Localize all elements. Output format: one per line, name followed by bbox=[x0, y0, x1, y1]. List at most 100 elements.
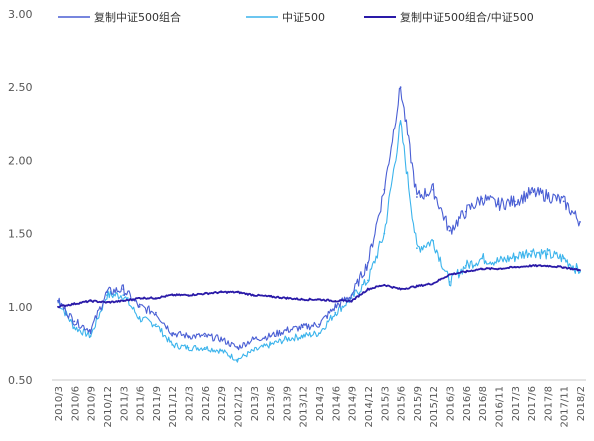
data-point bbox=[432, 188, 435, 191]
legend-label: 中证500 bbox=[282, 11, 325, 24]
data-point bbox=[203, 346, 206, 349]
x-tick-label: 2016/6 bbox=[462, 386, 473, 421]
x-tick-label: 2013/9 bbox=[282, 386, 293, 421]
data-point bbox=[269, 295, 271, 298]
data-point bbox=[546, 253, 549, 256]
series-layer bbox=[57, 86, 581, 363]
data-point bbox=[350, 300, 353, 302]
data-point bbox=[513, 200, 516, 203]
y-axis: 0.50 1.00 1.50 2.00 2.50 3.00 bbox=[8, 8, 33, 387]
data-point bbox=[367, 288, 369, 291]
x-tick-label: 2013/6 bbox=[266, 386, 277, 421]
data-point bbox=[89, 335, 92, 337]
data-point bbox=[530, 191, 532, 194]
data-point bbox=[497, 267, 500, 270]
data-point bbox=[546, 264, 549, 267]
data-point bbox=[106, 301, 108, 304]
data-point bbox=[301, 326, 304, 329]
data-point bbox=[579, 270, 581, 273]
data-point bbox=[73, 326, 76, 329]
x-tick-label: 2013/12 bbox=[299, 386, 310, 428]
data-point bbox=[122, 288, 125, 291]
data-point bbox=[106, 291, 108, 294]
data-point bbox=[57, 305, 59, 308]
x-tick-label: 2015/3 bbox=[380, 386, 391, 421]
x-tick-label: 2011/12 bbox=[168, 386, 179, 428]
data-point bbox=[236, 291, 239, 294]
data-point bbox=[350, 294, 353, 296]
data-point bbox=[318, 298, 320, 301]
data-point bbox=[546, 194, 549, 197]
y-tick-label: 3.00 bbox=[8, 8, 33, 21]
data-point bbox=[562, 266, 565, 269]
data-point bbox=[318, 332, 320, 335]
data-point bbox=[171, 344, 174, 346]
series-line bbox=[57, 87, 581, 351]
data-point bbox=[399, 122, 402, 125]
data-point bbox=[513, 256, 516, 258]
x-tick-label: 2011/3 bbox=[119, 386, 130, 421]
y-tick-label: 1.50 bbox=[8, 228, 33, 241]
data-point bbox=[236, 358, 239, 361]
x-tick-label: 2015/12 bbox=[429, 386, 440, 428]
data-point bbox=[334, 311, 337, 314]
data-point bbox=[481, 257, 483, 260]
data-point bbox=[448, 273, 451, 276]
data-point bbox=[155, 297, 157, 299]
x-tick-label: 2013/3 bbox=[250, 386, 261, 421]
data-point bbox=[155, 323, 157, 326]
data-point bbox=[285, 297, 288, 299]
data-point bbox=[399, 86, 402, 89]
data-point bbox=[220, 349, 223, 352]
data-point bbox=[530, 264, 532, 267]
data-point bbox=[334, 300, 337, 302]
x-tick-label: 2015/6 bbox=[397, 386, 408, 421]
data-point bbox=[448, 281, 451, 283]
y-tick-label: 2.00 bbox=[8, 154, 33, 167]
x-tick-label: 2014/6 bbox=[331, 386, 342, 421]
x-tick-label: 2017/6 bbox=[527, 386, 538, 421]
x-tick-label: 2017/3 bbox=[511, 386, 522, 421]
x-tick-label: 2010/6 bbox=[70, 386, 81, 421]
data-point bbox=[367, 279, 369, 282]
data-point bbox=[318, 323, 320, 326]
x-tick-label: 2014/9 bbox=[348, 386, 359, 421]
data-point bbox=[464, 264, 467, 267]
x-tick-label: 2018/2 bbox=[576, 386, 587, 421]
x-tick-label: 2012/12 bbox=[233, 386, 244, 428]
legend-label: 复制中证500组合/中证500 bbox=[400, 10, 534, 24]
y-tick-label: 2.50 bbox=[8, 81, 33, 94]
data-point bbox=[497, 203, 500, 206]
x-tick-label: 2012/6 bbox=[201, 386, 212, 421]
x-tick-label: 2015/9 bbox=[413, 386, 424, 421]
data-point bbox=[285, 338, 288, 340]
x-tick-label: 2012/3 bbox=[185, 386, 196, 421]
data-point bbox=[203, 292, 206, 295]
data-point bbox=[285, 329, 288, 332]
legend-label: 复制中证500组合 bbox=[94, 10, 181, 24]
legend: 复制中证500组合 中证500 复制中证500组合/中证500 bbox=[58, 10, 534, 24]
x-tick-label: 2010/12 bbox=[103, 386, 114, 428]
data-point bbox=[301, 298, 304, 301]
x-tick-label: 2014/12 bbox=[364, 386, 375, 428]
data-point bbox=[481, 197, 483, 200]
data-point bbox=[187, 346, 190, 349]
data-point bbox=[481, 267, 483, 270]
data-point bbox=[187, 294, 190, 296]
data-point bbox=[416, 196, 418, 198]
x-tick-label: 2014/3 bbox=[315, 386, 326, 421]
data-point bbox=[579, 269, 581, 272]
data-point bbox=[236, 346, 239, 349]
x-axis: 2010/3 2010/6 2010/9 2010/12 2011/3 2011/6 201… bbox=[52, 379, 587, 428]
data-point bbox=[367, 262, 369, 264]
data-point bbox=[562, 200, 565, 203]
x-tick-label: 2016/3 bbox=[446, 386, 457, 421]
data-point bbox=[464, 270, 467, 273]
x-tick-label: 2011/6 bbox=[136, 386, 147, 421]
data-point bbox=[138, 305, 141, 308]
data-point bbox=[252, 338, 255, 340]
data-point bbox=[220, 338, 223, 340]
data-point bbox=[187, 335, 190, 337]
data-point bbox=[203, 335, 206, 337]
